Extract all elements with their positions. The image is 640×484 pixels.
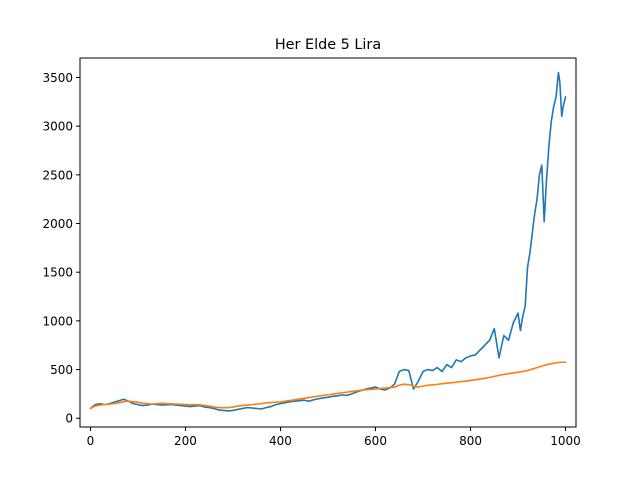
y-tick-label: 3000 <box>42 120 73 134</box>
series-line-1 <box>89 71 567 412</box>
y-tick-label: 1000 <box>42 314 73 328</box>
y-tick-label: 2500 <box>42 168 73 182</box>
chart-title: Her Elde 5 Lira <box>275 37 381 53</box>
x-tick-label: 400 <box>269 434 292 448</box>
y-tick-label: 1500 <box>42 266 73 280</box>
series-line-2 <box>89 361 567 410</box>
series-layer <box>89 71 567 412</box>
x-tick-label: 600 <box>364 434 387 448</box>
x-tick-label: 0 <box>87 434 95 448</box>
x-tick-label: 200 <box>174 434 197 448</box>
x-tick-label: 1000 <box>550 434 581 448</box>
y-tick-label: 2000 <box>42 217 73 231</box>
y-tick-label: 500 <box>50 363 73 377</box>
x-tick-label: 800 <box>459 434 482 448</box>
plot-area-frame <box>79 57 577 428</box>
x-axis: 0 200 400 600 800 1000 <box>87 427 581 448</box>
y-tick-label: 3500 <box>42 71 73 85</box>
y-tick-label: 0 <box>65 412 73 426</box>
y-axis: 0 500 1000 1500 2000 2500 3000 3500 <box>42 71 80 426</box>
